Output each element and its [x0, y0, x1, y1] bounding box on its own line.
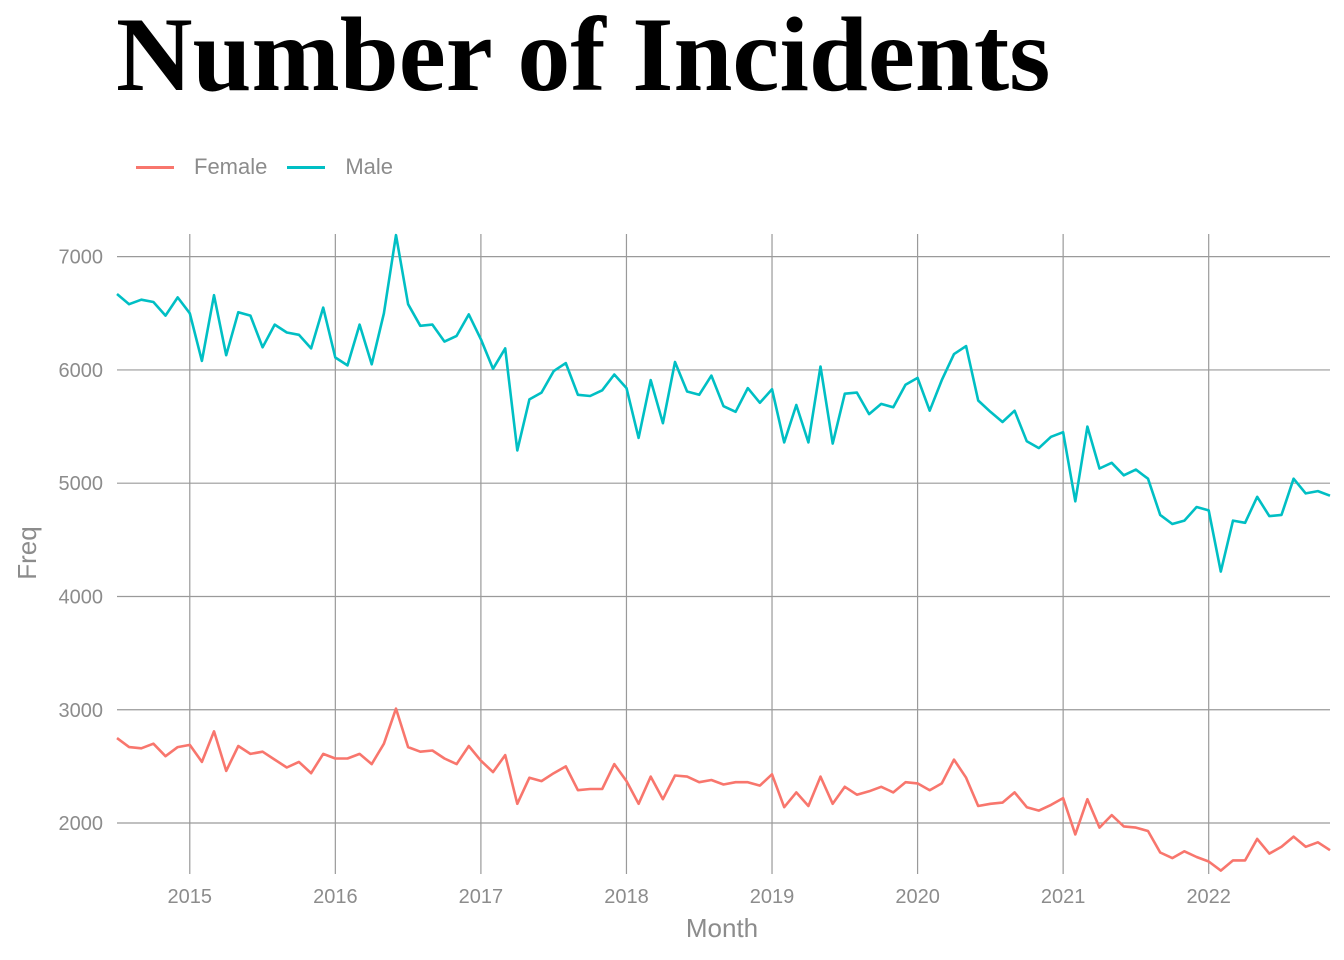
legend-label-male: Male	[345, 154, 394, 179]
legend: Female Male	[136, 154, 413, 180]
y-axis-title: Freq	[12, 526, 42, 579]
y-tick-label: 3000	[59, 700, 104, 722]
x-tick-label: 2018	[604, 886, 649, 908]
legend-item-female: Female	[136, 154, 267, 180]
x-tick-label: 2019	[750, 886, 795, 908]
series-line-female	[116, 707, 1331, 872]
x-tick-label: 2016	[313, 886, 358, 908]
x-tick-label: 2020	[895, 886, 940, 908]
x-axis-title: Month	[686, 913, 758, 943]
chart-title: Number of Incidents	[116, 0, 1051, 113]
tick-labels: 2000 3000 4000 5000 6000 7000 2015 2016 2017 2018…	[59, 247, 1231, 908]
x-tick-label: 2015	[168, 886, 213, 908]
grid	[117, 234, 1330, 874]
y-tick-label: 4000	[59, 586, 104, 608]
series-line-male	[116, 233, 1331, 573]
x-tick-label: 2017	[459, 886, 504, 908]
x-tick-label: 2021	[1041, 886, 1086, 908]
series-layer	[116, 233, 1331, 872]
y-tick-label: 2000	[59, 813, 104, 835]
legend-key-male	[287, 165, 326, 169]
y-tick-label: 6000	[59, 360, 104, 382]
legend-item-male: Male	[287, 154, 393, 180]
legend-key-female	[136, 165, 174, 169]
x-tick-label: 2022	[1186, 886, 1231, 908]
legend-label-female: Female	[194, 154, 268, 179]
y-tick-label: 7000	[59, 247, 104, 269]
y-tick-label: 5000	[59, 473, 104, 495]
